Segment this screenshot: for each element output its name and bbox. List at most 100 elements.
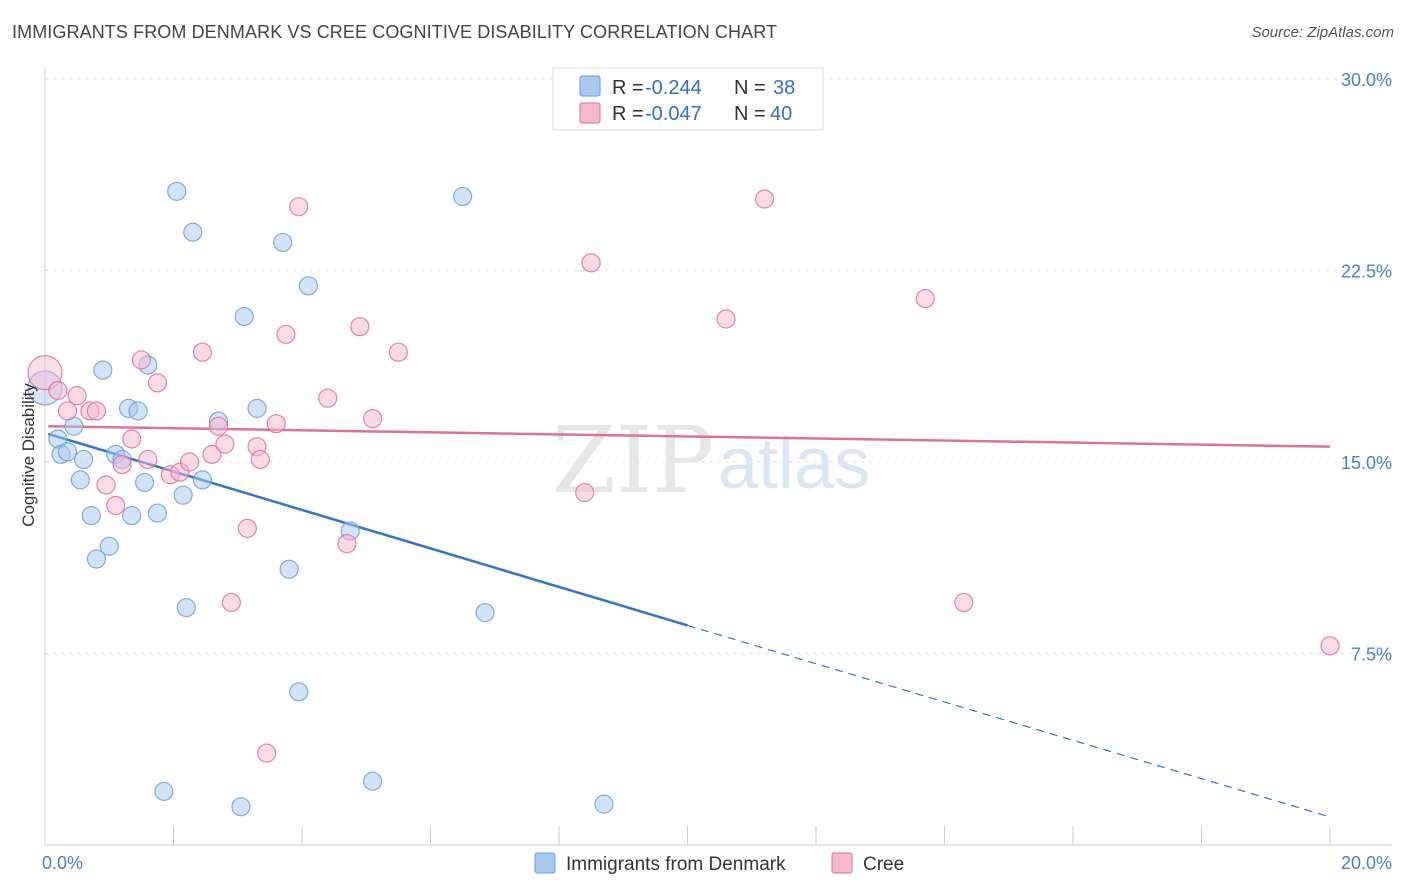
point-cree <box>192 342 213 362</box>
point-denmark <box>176 597 196 618</box>
point-denmark <box>93 360 113 380</box>
point-cree <box>179 452 200 472</box>
point-cree <box>221 592 241 613</box>
point-denmark <box>122 506 142 526</box>
point-cree <box>257 743 277 763</box>
x-tick-labels: 0.0% 20.0% <box>42 853 1392 873</box>
point-cree <box>575 483 595 503</box>
point-cree <box>106 495 126 516</box>
chart-title: IMMIGRANTS FROM DENMARK VS CREE COGNITIV… <box>12 22 778 42</box>
y-tick-labels: 7.5% 15.0% 22.5% 30.0% <box>1341 70 1392 665</box>
axes <box>44 68 1392 846</box>
point-cree <box>266 414 286 434</box>
point-denmark <box>99 536 119 556</box>
point-denmark <box>134 472 155 493</box>
y-tick-label: 30.0% <box>1341 70 1392 90</box>
point-cree <box>122 429 142 449</box>
x-tick-label: 0.0% <box>42 853 83 873</box>
point-cree <box>954 592 974 613</box>
legend-swatch-denmark <box>579 75 601 97</box>
point-denmark <box>298 276 319 296</box>
point-cree <box>202 444 222 464</box>
legend-swatch-cree <box>579 102 601 124</box>
point-cree <box>289 197 309 217</box>
legend-n-label: N = <box>734 103 766 125</box>
legend-r-value: -0.047 <box>645 103 702 125</box>
point-denmark <box>475 603 495 623</box>
bottom-legend-label-cree: Cree <box>863 854 904 875</box>
point-cree <box>363 408 383 429</box>
legend: R = -0.244 N = 38 R = -0.047 N = 40 <box>552 67 824 131</box>
point-cree <box>131 350 151 370</box>
data-points <box>27 181 1340 817</box>
point-denmark <box>453 186 473 207</box>
bottom-legend: Immigrants from Denmark Cree <box>534 852 904 875</box>
legend-r-label: R = <box>612 77 644 99</box>
point-cree <box>208 416 229 436</box>
point-denmark <box>234 306 254 327</box>
point-denmark <box>183 222 203 242</box>
trend-line-cree <box>48 425 1331 448</box>
point-denmark <box>86 549 107 569</box>
y-tick-label: 7.5% <box>1351 645 1392 665</box>
point-denmark <box>279 559 299 579</box>
point-cree <box>147 373 168 393</box>
legend-n-label: N = <box>734 77 766 99</box>
point-denmark <box>192 470 213 490</box>
point-denmark <box>173 485 193 505</box>
legend-r-label: R = <box>612 103 644 125</box>
source-label: Source: ZipAtlas.com <box>1251 24 1394 41</box>
point-cree <box>350 317 370 337</box>
watermark-atlas: atlas <box>718 424 870 504</box>
point-cree <box>138 449 158 470</box>
point-denmark <box>73 449 94 470</box>
point-denmark <box>231 797 251 817</box>
point-cree <box>237 518 257 538</box>
x-tick-label: 20.0% <box>1341 853 1392 873</box>
point-cree <box>86 401 107 421</box>
point-denmark <box>147 503 168 523</box>
point-cree <box>581 253 601 273</box>
point-denmark <box>594 794 614 814</box>
point-denmark <box>81 506 101 526</box>
point-cree <box>96 475 116 495</box>
point-cree <box>27 355 63 391</box>
watermark: ZIP atlas <box>552 407 870 514</box>
point-cree <box>276 324 296 344</box>
point-cree <box>337 534 357 554</box>
y-tick-label: 15.0% <box>1341 453 1392 473</box>
point-cree <box>250 449 270 470</box>
legend-r-value: -0.244 <box>645 77 702 99</box>
point-cree <box>67 386 87 406</box>
point-cree <box>388 342 408 362</box>
bottom-legend-label-denmark: Immigrants from Denmark <box>566 854 786 875</box>
watermark-zip: ZIP <box>552 407 714 514</box>
trend-line-denmark-extension <box>687 624 1331 818</box>
point-denmark <box>128 401 148 421</box>
bottom-legend-swatch-cree <box>831 852 853 874</box>
point-cree <box>57 401 78 421</box>
point-cree <box>112 454 132 475</box>
point-cree <box>915 288 935 309</box>
point-cree <box>48 380 68 401</box>
bottom-legend-swatch-denmark <box>534 852 556 874</box>
point-denmark <box>247 398 267 418</box>
point-denmark <box>154 781 174 801</box>
grid <box>45 78 1392 654</box>
point-cree <box>215 434 235 454</box>
point-denmark <box>70 470 90 490</box>
y-tick-label: 22.5% <box>1341 262 1392 282</box>
point-cree <box>318 388 338 408</box>
point-denmark <box>363 771 383 791</box>
point-cree <box>754 189 775 209</box>
legend-n-value: 40 <box>770 103 792 125</box>
point-denmark <box>273 232 293 253</box>
point-denmark <box>167 181 187 201</box>
point-cree <box>1320 636 1340 656</box>
point-cree <box>716 309 736 329</box>
y-axis-label: Cognitive Disability <box>19 383 38 527</box>
point-denmark <box>57 442 78 462</box>
legend-n-value: 38 <box>773 77 795 99</box>
point-denmark <box>289 682 309 702</box>
